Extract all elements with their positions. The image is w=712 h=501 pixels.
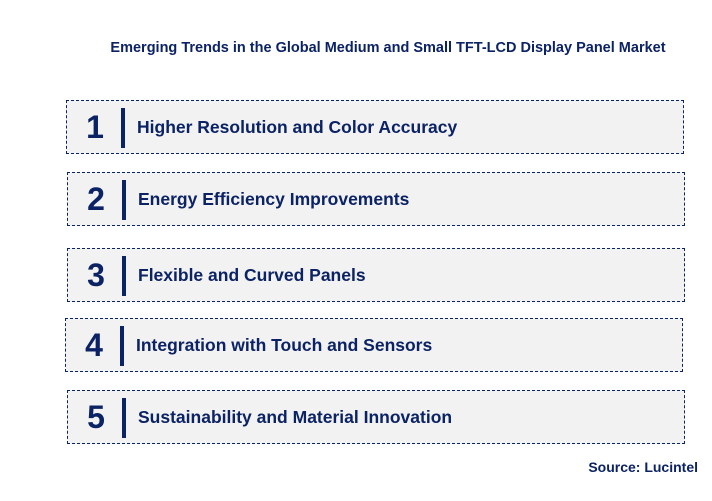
diagram-title: Emerging Trends in the Global Medium and… [110,40,666,56]
trend-label: Higher Resolution and Color Accuracy [137,117,458,137]
trend-number: 3 [87,257,105,293]
trend-label: Energy Efficiency Improvements [138,189,410,209]
trend-item-5: 5 Sustainability and Material Innovation [67,390,685,444]
trend-number: 5 [87,399,105,435]
trend-label: Sustainability and Material Innovation [138,407,453,427]
divider [122,398,126,438]
trend-number: 4 [85,327,103,363]
trend-number: 2 [87,181,105,217]
divider [120,326,124,366]
divider [122,180,126,220]
source-note: Source: Lucintel [588,459,698,475]
trend-item-1: 1 Higher Resolution and Color Accuracy [66,100,684,154]
trend-item-2: 2 Energy Efficiency Improvements [67,172,685,226]
trend-number: 1 [86,109,104,145]
trend-item-4: 4 Integration with Touch and Sensors [65,318,683,372]
divider [121,108,125,148]
trend-label: Integration with Touch and Sensors [136,335,433,355]
trend-label: Flexible and Curved Panels [138,265,366,285]
divider [122,256,126,296]
trend-item-3: 3 Flexible and Curved Panels [67,248,685,302]
